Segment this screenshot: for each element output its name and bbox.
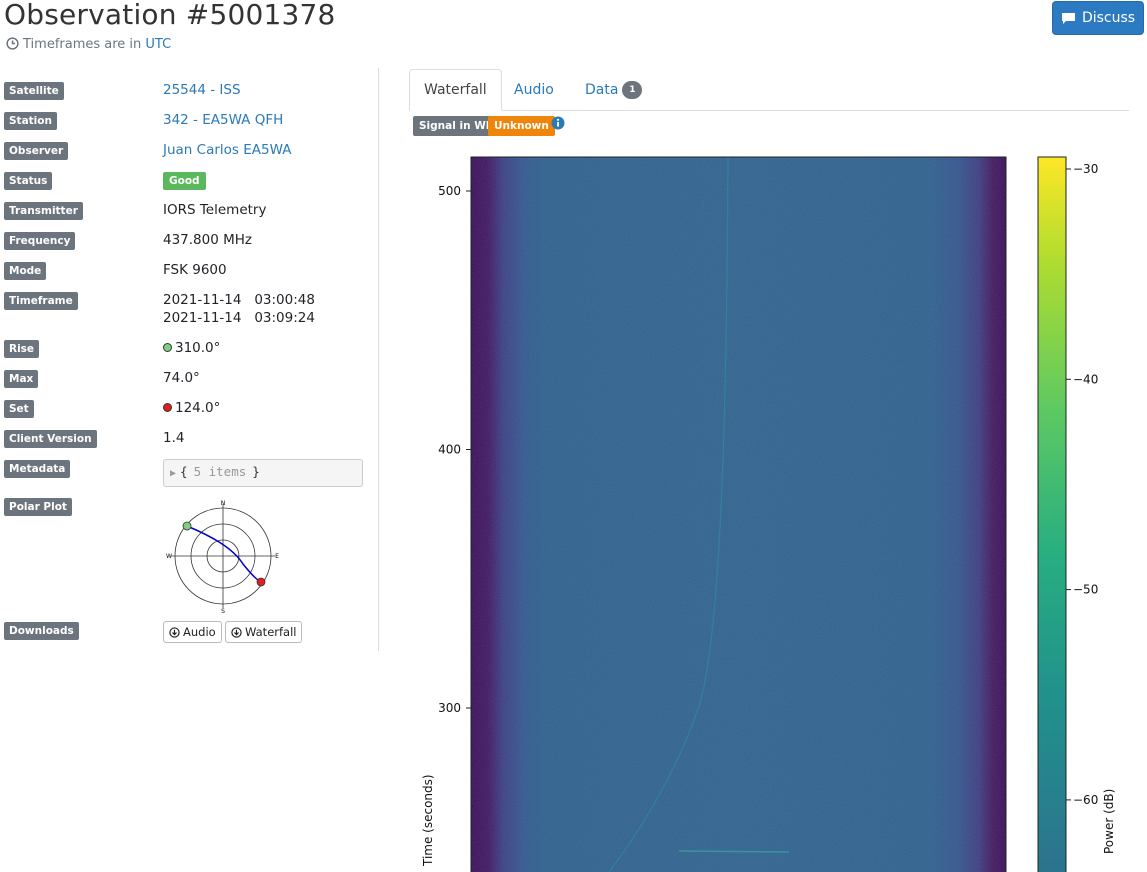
tab-waterfall[interactable]: Waterfall xyxy=(409,69,502,111)
mode-label: Mode xyxy=(4,262,47,280)
max-value: 74.0° xyxy=(163,370,200,386)
clock-icon xyxy=(6,37,19,50)
polar-north: N xyxy=(221,500,226,507)
timezone-link[interactable]: UTC xyxy=(145,37,172,52)
polar-south: S xyxy=(221,608,225,615)
expand-triangle-icon[interactable]: ▶ xyxy=(170,468,177,479)
status-label: Status xyxy=(4,172,53,190)
tab-waterfall-label: Waterfall xyxy=(424,82,487,98)
tabs-baseline xyxy=(409,110,1129,111)
client-version-label: Client Version xyxy=(4,430,97,448)
transmitter-label: Transmitter xyxy=(4,202,83,220)
comment-icon xyxy=(1061,12,1075,24)
colorbar-tick-label: −50 xyxy=(1073,583,1098,597)
frequency-value: 437.800 MHz xyxy=(163,232,253,248)
metadata-open-brace: { xyxy=(180,464,188,479)
signal-blip xyxy=(678,850,790,853)
colorbar-axis: −30 −40 −50 −60 xyxy=(1066,162,1098,807)
tab-audio[interactable]: Audio xyxy=(500,69,568,111)
tab-audio-label: Audio xyxy=(514,82,554,98)
y-tick-label: 500 xyxy=(438,184,461,198)
set-point xyxy=(256,577,266,587)
waterfall-chart: 300 400 500 Time (seconds) −30 −40 −50 −60 Po… xyxy=(421,156,1116,872)
y-axis: 300 400 500 xyxy=(438,184,471,715)
rise-point xyxy=(182,521,192,531)
status-badge: Good xyxy=(163,172,206,190)
observer-label: Observer xyxy=(4,142,69,160)
observer-link[interactable]: Juan Carlos EA5WA xyxy=(163,142,292,158)
tab-data-label: Data xyxy=(585,82,619,98)
satellite-label: Satellite xyxy=(4,82,64,100)
metadata-items-count: 5 items xyxy=(193,464,247,479)
station-link[interactable]: 342 - EA5WA QFH xyxy=(163,112,284,128)
tab-data[interactable]: Data 1 xyxy=(571,69,656,111)
timeframe-label: Timeframe xyxy=(4,292,78,310)
download-icon xyxy=(169,626,180,638)
info-circle-icon[interactable] xyxy=(551,116,565,130)
metadata-close-brace: } xyxy=(252,464,260,479)
set-label: Set xyxy=(4,400,34,418)
polar-plot-label: Polar Plot xyxy=(4,498,72,516)
polar-west: W xyxy=(166,553,172,560)
frequency-label: Frequency xyxy=(4,232,76,250)
data-count-badge: 1 xyxy=(622,81,643,99)
colorbar-tick-label: −30 xyxy=(1073,162,1098,176)
mode-value: FSK 9600 xyxy=(163,262,227,278)
download-audio-label: Audio xyxy=(183,625,216,639)
satellite-link[interactable]: 25544 - ISS xyxy=(163,82,241,98)
pass-track xyxy=(186,525,262,583)
download-waterfall-label: Waterfall xyxy=(245,625,297,639)
discuss-label: Discuss xyxy=(1081,10,1136,26)
timeframes-note: Timeframes are in UTC xyxy=(6,37,171,52)
metadata-json-viewer[interactable]: ▶{5 items} xyxy=(163,459,363,487)
rise-value: 310.0° xyxy=(163,340,220,356)
discuss-button[interactable]: Discuss xyxy=(1052,1,1144,35)
colorbar-label: Power (dB) xyxy=(1102,789,1116,854)
download-audio-button[interactable]: Audio xyxy=(163,621,222,643)
y-tick-label: 300 xyxy=(438,701,461,715)
download-waterfall-button[interactable]: Waterfall xyxy=(225,621,303,643)
rise-label: Rise xyxy=(4,340,40,358)
column-divider xyxy=(378,68,379,651)
colorbar-tick-label: −40 xyxy=(1073,372,1098,386)
signal-status-badge: Unknown xyxy=(488,116,555,136)
signal-in-wf-badge: Signal in WF xyxy=(413,116,499,136)
set-azimuth: 124.0° xyxy=(175,400,221,416)
timeframe-start: 2021-11-14 03:00:48 xyxy=(163,292,315,308)
download-icon xyxy=(231,626,242,638)
y-axis-label: Time (seconds) xyxy=(421,774,435,867)
polar-plot: N S E W xyxy=(166,500,279,615)
timeframe-end: 2021-11-14 03:09:24 xyxy=(163,310,315,326)
transmitter-value: IORS Telemetry xyxy=(163,202,267,218)
y-tick-label: 400 xyxy=(438,443,461,457)
rise-dot-icon xyxy=(163,343,172,352)
station-label: Station xyxy=(4,112,57,130)
rise-azimuth: 310.0° xyxy=(175,340,221,356)
set-dot-icon xyxy=(163,403,172,412)
timeframes-prefix: Timeframes are in xyxy=(23,37,142,52)
client-version-value: 1.4 xyxy=(163,430,185,446)
signal-trace xyxy=(608,156,729,872)
max-label: Max xyxy=(4,370,39,388)
metadata-label: Metadata xyxy=(4,460,71,478)
set-value: 124.0° xyxy=(163,400,220,416)
colorbar xyxy=(1037,156,1067,872)
polar-east: E xyxy=(275,553,279,560)
downloads-label: Downloads xyxy=(4,622,79,640)
colorbar-tick-label: −60 xyxy=(1073,793,1098,807)
page-title: Observation #5001378 xyxy=(4,0,336,31)
